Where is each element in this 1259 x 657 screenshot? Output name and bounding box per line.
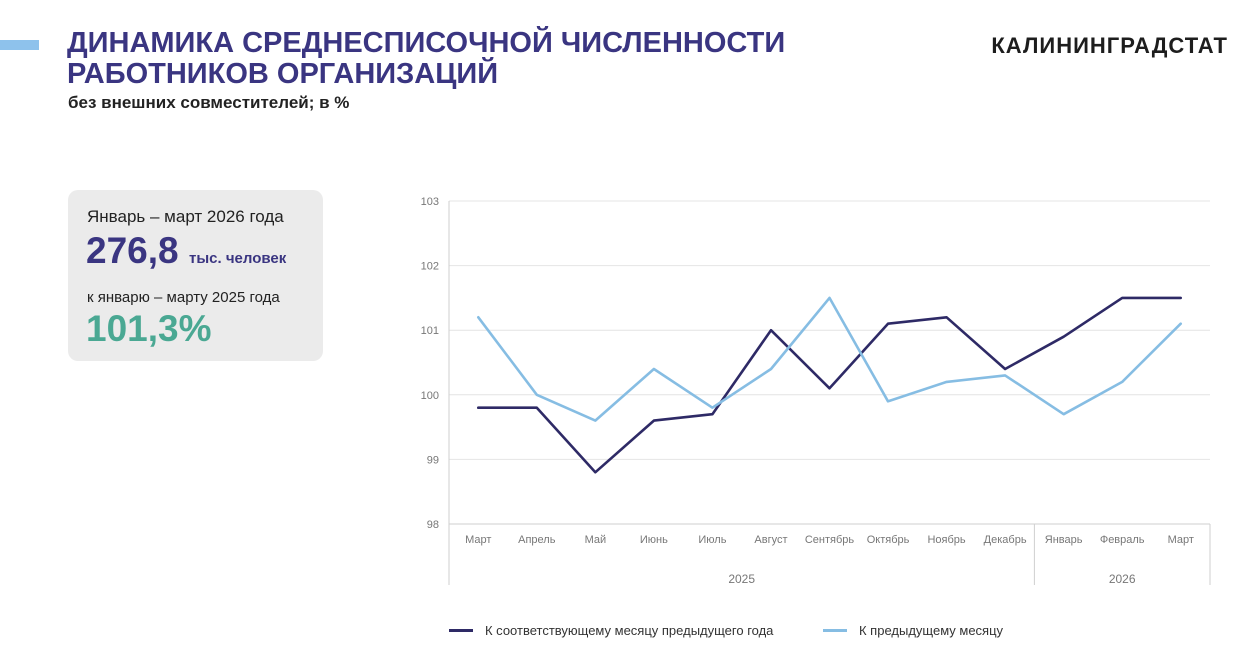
legend-label-series-2: К предыдущему месяцу [859, 623, 1004, 638]
x-tick-label: Июнь [640, 534, 668, 546]
y-tick-label: 99 [427, 454, 439, 466]
x-tick-label: Февраль [1100, 534, 1145, 546]
summary-value: 276,8 [86, 230, 179, 271]
y-tick-label: 102 [421, 261, 439, 273]
x-tick-label: Октябрь [867, 534, 910, 546]
summary-period: Январь – март 2026 года [87, 207, 284, 226]
year-group-label: 2026 [1109, 572, 1136, 586]
title-line-1: ДИНАМИКА СРЕДНЕСПИСОЧНОЙ ЧИСЛЕННОСТИ [67, 27, 786, 59]
series-line-1 [476, 296, 1182, 474]
x-tick-label: Апрель [518, 534, 556, 546]
page-title: ДИНАМИКА СРЕДНЕСПИСОЧНОЙ ЧИСЛЕННОСТИ РАБ… [67, 28, 827, 90]
x-tick-label: Август [754, 534, 787, 546]
legend-item-series-2: К предыдущему месяцу [823, 623, 1003, 638]
title-line-2: РАБОТНИКОВ ОРГАНИЗАЦИЙ [67, 58, 499, 90]
x-tick-label: Март [465, 534, 491, 546]
series-line-2 [476, 296, 1182, 422]
x-tick-label: Май [585, 534, 607, 546]
x-tick-label: Сентябрь [805, 534, 855, 546]
legend-label-series-1: К соответствующему месяцу предыдущего го… [485, 623, 774, 638]
year-group-label: 2025 [728, 572, 755, 586]
legend-swatch-series-2 [823, 629, 847, 632]
legend-swatch-series-1 [449, 629, 473, 632]
summary-compare-label: к январю – марту 2025 года [87, 289, 280, 306]
x-tick-label: Декабрь [984, 534, 1027, 546]
summary-card: Январь – март 2026 года 276,8 тыс. челов… [68, 190, 323, 361]
x-tick-label: Ноябрь [927, 534, 965, 546]
legend-item-series-1: К соответствующему месяцу предыдущего го… [449, 623, 773, 638]
y-tick-label: 98 [427, 519, 439, 531]
summary-percent: 101,3% [86, 308, 212, 349]
y-tick-label: 103 [421, 196, 439, 208]
y-tick-label: 100 [421, 390, 439, 402]
accent-bar [0, 40, 39, 50]
x-tick-label: Июль [698, 534, 726, 546]
brand-logo-text: КАЛИНИНГРАДСТАТ [991, 33, 1228, 58]
x-tick-label: Март [1168, 534, 1194, 546]
page-subtitle: без внешних совместителей; в % [68, 93, 350, 112]
x-tick-label: Январь [1045, 534, 1083, 546]
summary-unit: тыс. человек [189, 250, 287, 267]
y-tick-label: 101 [421, 325, 439, 337]
